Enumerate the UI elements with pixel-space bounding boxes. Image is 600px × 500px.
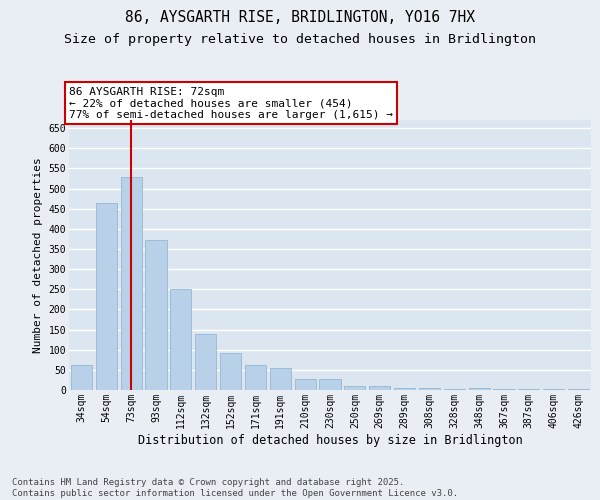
Bar <box>96 204 117 390</box>
Bar <box>71 365 92 390</box>
Bar <box>245 364 266 390</box>
Bar <box>493 389 515 390</box>
Bar <box>369 386 390 390</box>
Bar <box>469 388 490 390</box>
Bar <box>543 389 564 390</box>
Bar <box>220 352 241 390</box>
Bar <box>170 289 191 390</box>
Bar <box>145 240 167 390</box>
Bar <box>121 177 142 390</box>
Bar <box>419 388 440 390</box>
Bar <box>270 368 291 390</box>
Bar <box>344 386 365 390</box>
Text: Size of property relative to detached houses in Bridlington: Size of property relative to detached ho… <box>64 32 536 46</box>
Text: 86, AYSGARTH RISE, BRIDLINGTON, YO16 7HX: 86, AYSGARTH RISE, BRIDLINGTON, YO16 7HX <box>125 10 475 25</box>
Text: 86 AYSGARTH RISE: 72sqm
← 22% of detached houses are smaller (454)
77% of semi-d: 86 AYSGARTH RISE: 72sqm ← 22% of detache… <box>69 87 393 120</box>
Bar <box>518 389 539 390</box>
Bar <box>319 379 341 390</box>
X-axis label: Distribution of detached houses by size in Bridlington: Distribution of detached houses by size … <box>137 434 523 446</box>
Bar <box>394 388 415 390</box>
Y-axis label: Number of detached properties: Number of detached properties <box>33 157 43 353</box>
Text: Contains HM Land Registry data © Crown copyright and database right 2025.
Contai: Contains HM Land Registry data © Crown c… <box>12 478 458 498</box>
Bar <box>568 389 589 390</box>
Bar <box>444 389 465 390</box>
Bar <box>195 334 216 390</box>
Bar <box>295 379 316 390</box>
